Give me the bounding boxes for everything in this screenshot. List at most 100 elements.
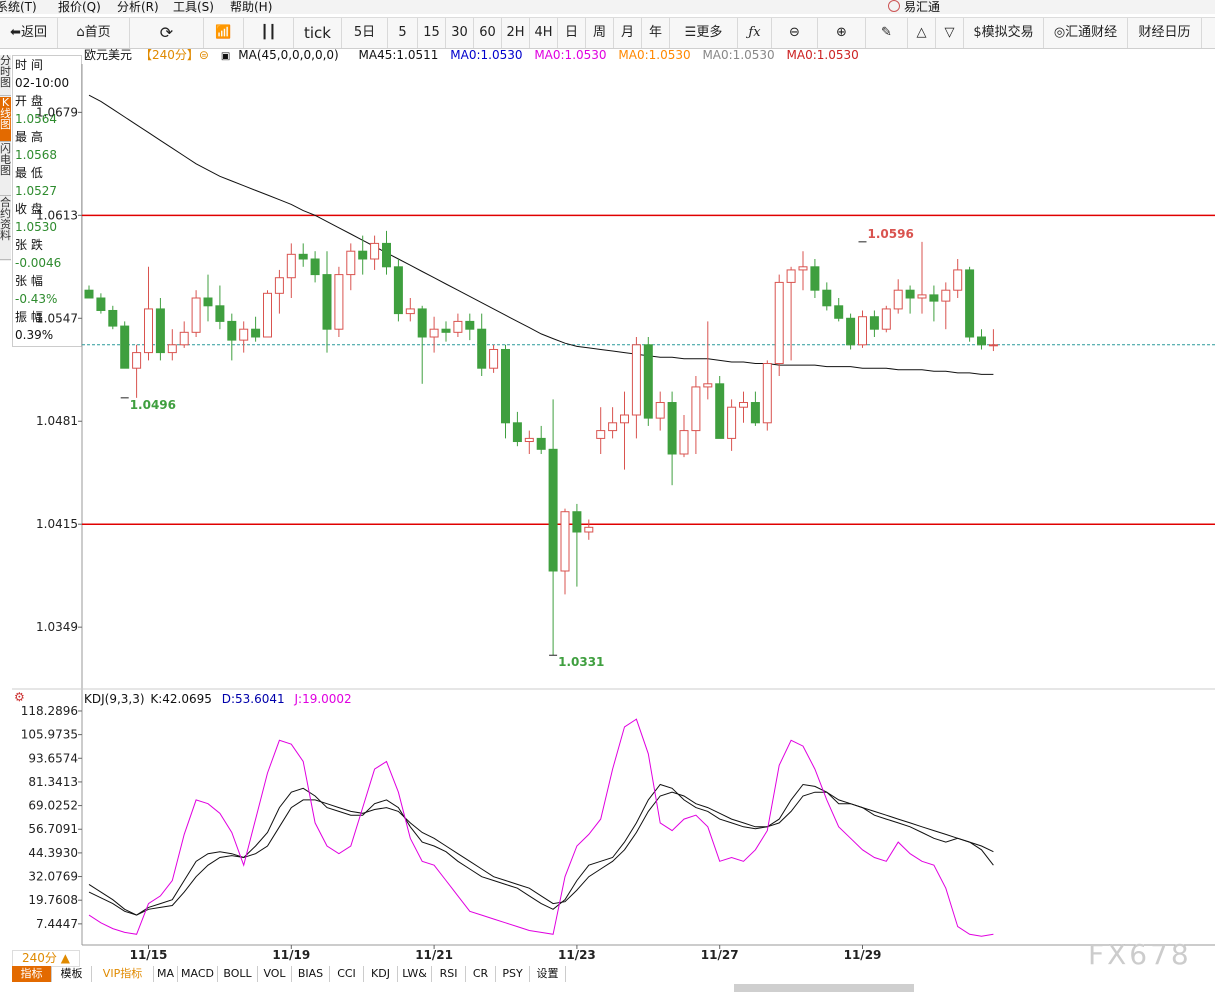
bar-chart-icon: 📶 bbox=[215, 25, 232, 40]
period-tick[interactable]: tick bbox=[294, 18, 342, 48]
candle-body bbox=[227, 320, 237, 341]
period-15[interactable]: 15 bbox=[418, 18, 446, 48]
dollar-icon: $ bbox=[973, 25, 982, 40]
candle-body bbox=[988, 344, 998, 347]
kdj-d-line bbox=[88, 791, 994, 916]
kdj-tick-label: 105.9735 bbox=[21, 728, 78, 742]
kdj-tick-label: 56.7091 bbox=[28, 822, 78, 836]
draw-triangle-button[interactable]: △ bbox=[908, 18, 936, 48]
indicator-tab-bar: 指标 模板 VIP指标 MA MACD BOLL VOL BIAS CCI KD… bbox=[12, 966, 612, 982]
ma0-value-3: MA0:1.0530 bbox=[618, 48, 691, 62]
tab-boll[interactable]: BOLL bbox=[218, 966, 258, 982]
kdj-tick-label: 44.3930 bbox=[28, 846, 78, 860]
tab-psy[interactable]: PSY bbox=[496, 966, 530, 982]
candle-body bbox=[477, 328, 487, 369]
candle-body bbox=[655, 402, 665, 419]
info-value-amplitude: 0.39% bbox=[15, 328, 54, 342]
period-label: 【240分】 bbox=[140, 48, 199, 62]
price-tick-label: 1.0349 bbox=[36, 620, 78, 634]
circle-icon: ⊜ bbox=[198, 48, 209, 62]
info-value-open: 1.0564 bbox=[15, 112, 57, 126]
candle-body bbox=[620, 414, 629, 424]
ma-params-label: ▣ MA(45,0,0,0,0,0) bbox=[220, 48, 339, 62]
tab-kline[interactable]: K线图 bbox=[0, 97, 11, 142]
kdj-k-line bbox=[88, 783, 994, 916]
hutong-logo-icon: ◎ bbox=[1053, 25, 1066, 40]
candle-body bbox=[965, 269, 975, 338]
info-label-change-pct: 张 幅 bbox=[15, 274, 43, 288]
candle-body bbox=[382, 242, 391, 268]
draw-triangle-down-button[interactable]: ▽ bbox=[936, 18, 964, 48]
period-month[interactable]: 月 bbox=[614, 18, 642, 48]
candle-body bbox=[798, 266, 808, 271]
menu-item-quote[interactable]: 报价(Q) bbox=[58, 0, 101, 14]
tab-vip-indicators[interactable]: VIP指标 bbox=[92, 966, 154, 982]
period-week[interactable]: 周 bbox=[586, 18, 614, 48]
ma0-value-4: MA0:1.0530 bbox=[702, 48, 775, 62]
candle-body bbox=[881, 308, 891, 330]
sim-trade-button[interactable]: $模拟交易 bbox=[964, 18, 1044, 48]
candle-body bbox=[846, 317, 856, 346]
candle-body bbox=[643, 344, 653, 419]
tab-cr[interactable]: CR bbox=[466, 966, 496, 982]
pen-icon: ✎ bbox=[881, 25, 892, 40]
period-year[interactable]: 年 bbox=[642, 18, 670, 48]
chart-type-bar-button[interactable]: 📶 bbox=[204, 18, 244, 48]
zoom-out-button[interactable]: ⊖ bbox=[772, 18, 818, 48]
tab-contract-info[interactable]: 合约资料 bbox=[0, 197, 11, 260]
ma0-value-2: MA0:1.0530 bbox=[534, 48, 607, 62]
menu-icon: ☰ bbox=[684, 25, 697, 40]
tab-bias[interactable]: BIAS bbox=[292, 966, 330, 982]
toolbar: ⬅返回 ⌂首页 ⟳ 📶 ┃┃ tick 5日 5 15 30 60 2H 4H … bbox=[0, 17, 1215, 49]
menu-item-tools[interactable]: 工具(S) bbox=[173, 0, 214, 14]
period-30[interactable]: 30 bbox=[446, 18, 474, 48]
period-5[interactable]: 5 bbox=[388, 18, 418, 48]
tab-rsi[interactable]: RSI bbox=[432, 966, 466, 982]
kdj-tick-label: 32.0769 bbox=[28, 870, 78, 884]
candle-body bbox=[120, 325, 130, 369]
tab-flash[interactable]: 闪电图 bbox=[0, 143, 11, 196]
menu-item-analysis[interactable]: 分析(R) bbox=[117, 0, 159, 14]
back-button[interactable]: ⬅返回 bbox=[0, 18, 58, 48]
tab-indicators[interactable]: 指标 bbox=[12, 966, 52, 982]
hutong-news-button[interactable]: ◎汇通财经 bbox=[1044, 18, 1128, 48]
period-5d[interactable]: 5日 bbox=[342, 18, 388, 48]
period-day[interactable]: 日 bbox=[558, 18, 586, 48]
tab-cci[interactable]: CCI bbox=[330, 966, 364, 982]
function-button[interactable]: ƒx bbox=[738, 18, 772, 48]
more-button[interactable]: ☰更多 bbox=[670, 18, 738, 48]
tab-ma[interactable]: MA bbox=[154, 966, 178, 982]
price-legend: 欧元美元 【240分】⊜ ▣ MA(45,0,0,0,0,0) MA45:1.051… bbox=[84, 47, 867, 63]
chart-type-candle-button[interactable]: ┃┃ bbox=[244, 18, 294, 48]
home-button[interactable]: ⌂首页 bbox=[58, 18, 130, 48]
tab-lw[interactable]: LW& bbox=[398, 966, 432, 982]
info-value-time: 02-10:00 bbox=[15, 76, 70, 90]
draw-pen-button[interactable]: ✎ bbox=[866, 18, 908, 48]
menu-item-help[interactable]: 帮助(H) bbox=[230, 0, 273, 14]
price-tick-label: 1.0415 bbox=[36, 517, 78, 531]
ohlc-info-panel: 时 间 02-10:00 开 盘 1.0564 最 高 1.0568 最 低 1… bbox=[12, 55, 82, 347]
period-selector[interactable]: 240分 ▲ bbox=[12, 950, 80, 967]
scrollbar[interactable] bbox=[734, 984, 914, 992]
tab-vol[interactable]: VOL bbox=[258, 966, 292, 982]
info-label-open: 开 盘 bbox=[15, 94, 43, 108]
period-2h[interactable]: 2H bbox=[502, 18, 530, 48]
period-60[interactable]: 60 bbox=[474, 18, 502, 48]
ma45-value: MA45:1.0511 bbox=[358, 48, 439, 62]
kdj-k-value: K:42.0695 bbox=[150, 692, 212, 706]
extreme-price-label: 1.0596 bbox=[868, 227, 914, 241]
tab-templates[interactable]: 模板 bbox=[52, 966, 92, 982]
refresh-button[interactable]: ⟳ bbox=[130, 18, 204, 48]
period-4h[interactable]: 4H bbox=[530, 18, 558, 48]
menu-item-system[interactable]: 系统(T) bbox=[0, 0, 37, 14]
settings-gear-icon[interactable]: ⚙ bbox=[14, 690, 25, 704]
tab-timeshare[interactable]: 分时图 bbox=[0, 55, 11, 96]
zoom-in-button[interactable]: ⊕ bbox=[818, 18, 866, 48]
tab-settings[interactable]: 设置 bbox=[530, 966, 566, 982]
candle-body bbox=[727, 406, 737, 439]
candle-body bbox=[167, 344, 177, 354]
tab-kdj[interactable]: KDJ bbox=[364, 966, 398, 982]
tab-macd[interactable]: MACD bbox=[178, 966, 218, 982]
calendar-button[interactable]: 财经日历 bbox=[1128, 18, 1202, 48]
